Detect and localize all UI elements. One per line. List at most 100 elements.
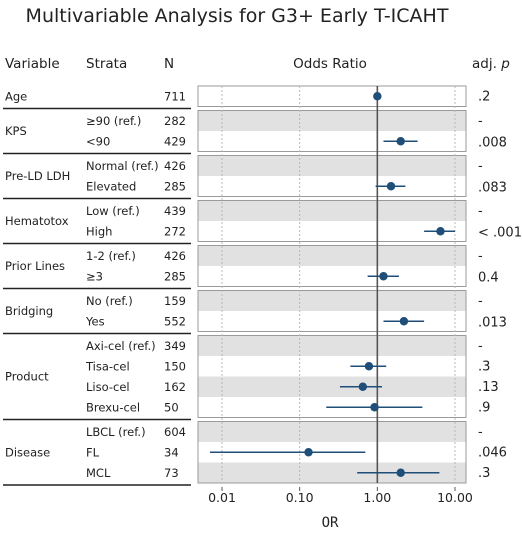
group-p-value: .008 — [478, 135, 507, 150]
or-point — [370, 403, 379, 412]
header-adj-p-label: adj. — [472, 56, 501, 72]
group-panel-frame — [197, 245, 467, 287]
group-panel-frame — [197, 200, 467, 242]
strata-label: LBCL (ref.) — [86, 425, 146, 439]
n-value: 162 — [164, 380, 186, 394]
strata-label: <90 — [86, 134, 110, 148]
header-odds-ratio: Odds Ratio — [293, 56, 367, 72]
group-panel-frame — [197, 110, 467, 152]
n-value: 604 — [164, 425, 186, 439]
p-value: - — [478, 114, 483, 129]
n-value: 272 — [164, 224, 186, 238]
group-p-value: .083 — [478, 180, 507, 195]
header-adj-p: adj. p — [472, 56, 510, 72]
strata-label: Axi-cel (ref.) — [86, 339, 156, 353]
p-value: .9 — [478, 400, 490, 415]
group-p-value: .2 — [478, 89, 490, 104]
header-variable: Variable — [5, 56, 60, 72]
variable-label-disease: Disease — [5, 445, 50, 459]
variable-label-kps: KPS — [5, 124, 27, 138]
or-point — [396, 137, 405, 146]
n-value: 426 — [164, 159, 186, 173]
n-value: 150 — [164, 359, 186, 373]
strata-label: Yes — [85, 314, 105, 328]
p-value: - — [478, 204, 483, 219]
variable-label-product: Product — [5, 370, 49, 384]
p-value: .046 — [478, 445, 507, 460]
row-band — [198, 462, 466, 483]
n-value: 429 — [164, 134, 186, 148]
row-band — [198, 110, 466, 131]
header-n: N — [164, 56, 174, 72]
x-axis-label: OR — [322, 515, 339, 531]
strata-label: Tisa-cel — [85, 359, 130, 373]
group-p-value: 0.4 — [478, 270, 499, 285]
group-panel-frame — [197, 85, 467, 107]
or-point — [386, 182, 396, 191]
n-value: 73 — [164, 466, 179, 480]
header-strata: Strata — [86, 56, 127, 72]
row-band — [198, 200, 466, 221]
strata-label: Normal (ref.) — [86, 159, 159, 173]
or-point — [358, 382, 368, 391]
row-band — [198, 376, 466, 397]
variable-label-age: Age — [5, 89, 27, 103]
n-value: 426 — [164, 249, 186, 263]
n-value: 349 — [164, 339, 186, 353]
p-value: - — [478, 159, 483, 174]
data-marks — [209, 92, 455, 477]
n-value: 282 — [164, 114, 186, 128]
or-point — [399, 317, 409, 326]
p-value: - — [478, 249, 483, 264]
n-value: 50 — [164, 400, 179, 414]
strata-label: FL — [86, 445, 100, 459]
p-value: - — [478, 294, 483, 309]
strata-label: ≥90 (ref.) — [86, 114, 141, 128]
strata-label: High — [86, 224, 112, 238]
group-p-value: < .001 — [478, 225, 522, 240]
n-value: 34 — [164, 445, 179, 459]
strata-label: MCL — [86, 466, 111, 480]
or-point — [379, 272, 388, 281]
p-value: .13 — [478, 380, 499, 395]
row-labels: Age 711 .2 KPS ≥90 (ref.) 282 - <90 429 .008 Pre-L… — [5, 89, 522, 481]
row-bands — [198, 110, 466, 483]
p-value: - — [478, 425, 483, 440]
n-value: 285 — [164, 269, 186, 283]
grid-lines — [221, 86, 456, 483]
row-band — [198, 290, 466, 311]
variable-label-hematotox: Hematotox — [5, 214, 69, 228]
n-value: 552 — [164, 314, 186, 328]
strata-label: Liso-cel — [86, 380, 130, 394]
row-band — [198, 421, 466, 442]
group-panel-frame — [197, 421, 467, 484]
strata-label: 1-2 (ref.) — [86, 249, 136, 263]
or-point — [304, 448, 313, 457]
or-point — [436, 227, 445, 236]
strata-label: Low (ref.) — [86, 204, 140, 218]
p-value: .3 — [478, 359, 490, 374]
group-panel-frame — [197, 290, 467, 332]
x-tick-label: 10.00 — [437, 490, 473, 505]
group-panel-frame — [197, 335, 467, 418]
variable-label-bridging: Bridging — [5, 304, 53, 318]
row-band — [198, 155, 466, 176]
p-value: - — [478, 339, 483, 354]
x-tick-label: 0.10 — [286, 490, 314, 505]
p-value: .3 — [478, 466, 490, 481]
n-value: 439 — [164, 204, 186, 218]
group-panel-frame — [197, 155, 467, 197]
row-band — [198, 245, 466, 266]
or-point — [396, 468, 405, 477]
or-point — [373, 92, 382, 101]
header-adj-p-italic: p — [500, 56, 510, 72]
variable-label-pre-ld-ldh: Pre-LD LDH — [5, 169, 70, 183]
variable-label-prior-lines: Prior Lines — [5, 259, 65, 273]
n-value: 285 — [164, 179, 186, 193]
x-tick-label: 1.00 — [363, 490, 391, 505]
chart-title: Multivariable Analysis for G3+ Early T-I… — [26, 5, 449, 27]
x-axis: 0.01 0.10 1.00 10.00 — [208, 487, 473, 505]
n-value: 711 — [164, 89, 186, 103]
strata-label: No (ref.) — [86, 294, 133, 308]
